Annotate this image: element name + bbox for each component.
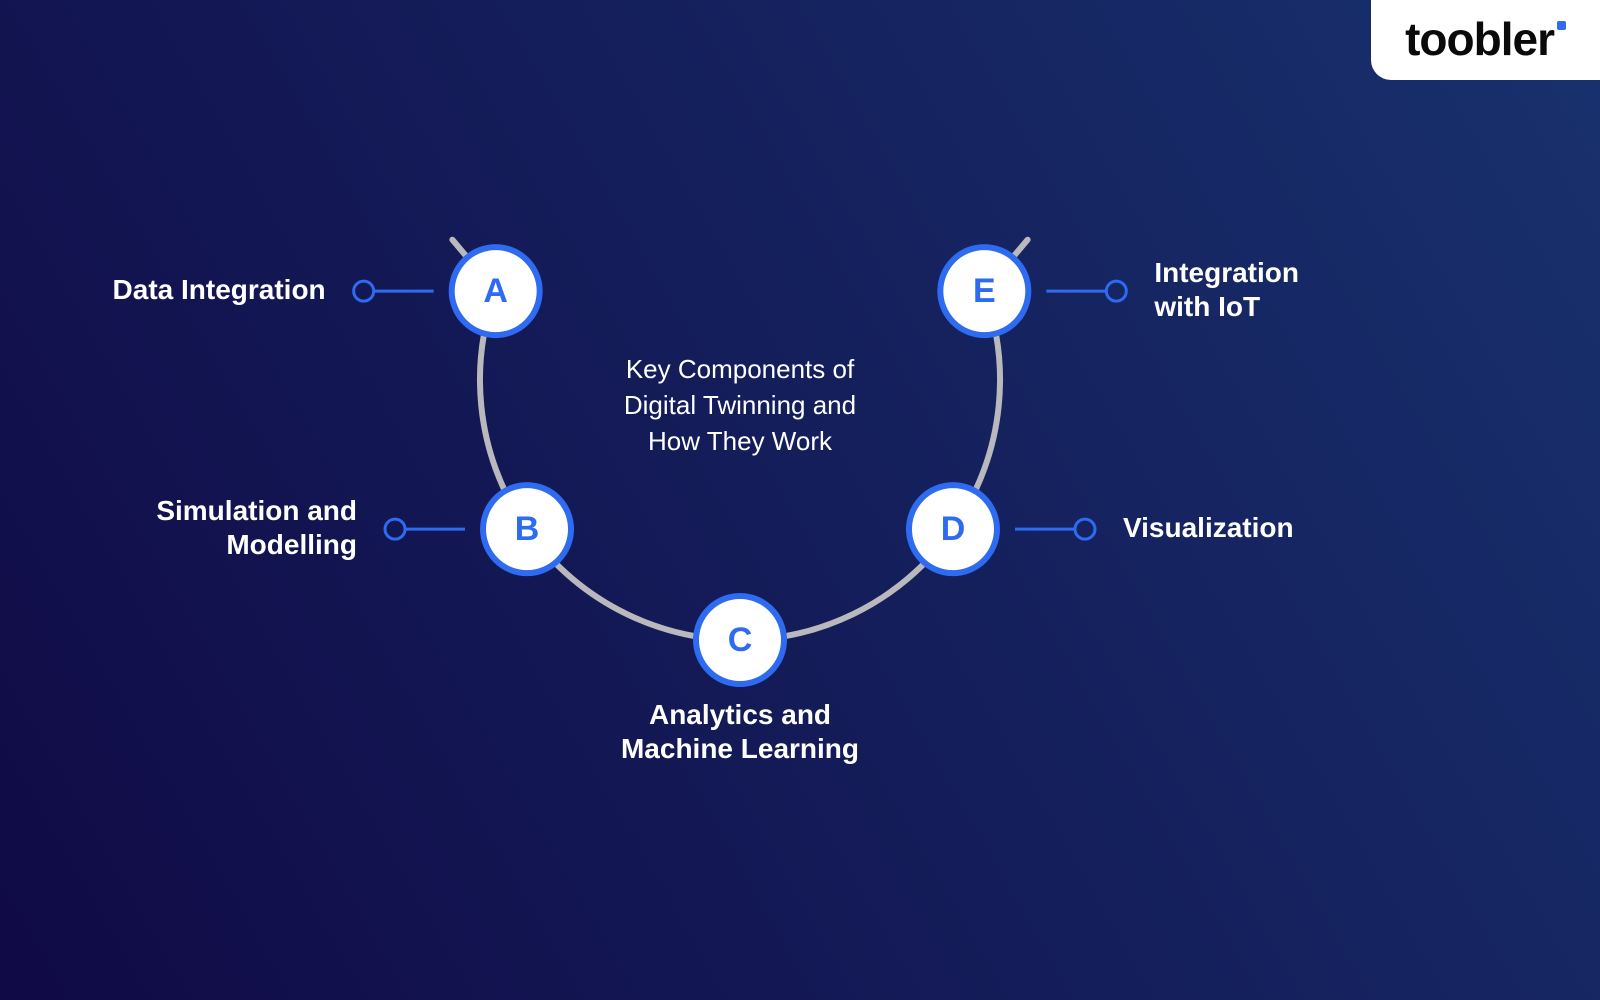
- brand-logo-accent: [1557, 21, 1566, 30]
- node-b-letter: B: [515, 510, 540, 548]
- brand-logo-text: toobler: [1405, 12, 1554, 66]
- diagram-svg: Key Components of Digital Twinning and How…: [0, 0, 1600, 1000]
- node-a-letter: A: [483, 272, 508, 310]
- label-e: Integration: [1154, 257, 1299, 288]
- label-c: Machine Learning: [621, 733, 859, 764]
- connector-ring-e: [1106, 281, 1126, 301]
- label-a: Data Integration: [113, 274, 326, 305]
- label-c: Analytics and: [649, 699, 831, 730]
- node-c-letter: C: [728, 621, 753, 659]
- center-title-line: How They Work: [648, 426, 833, 456]
- connector-ring-a: [354, 281, 374, 301]
- node-e-letter: E: [973, 272, 996, 310]
- center-title-line: Key Components of: [626, 354, 855, 384]
- brand-logo: toobler: [1371, 0, 1600, 80]
- center-title-line: Digital Twinning and: [624, 390, 856, 420]
- node-d-letter: D: [941, 510, 966, 548]
- label-b: Simulation and: [156, 495, 357, 526]
- connector-ring-b: [385, 519, 405, 539]
- label-b: Modelling: [226, 529, 357, 560]
- label-e: with IoT: [1153, 291, 1260, 322]
- connector-ring-d: [1075, 519, 1095, 539]
- label-d: Visualization: [1123, 512, 1294, 543]
- infographic-stage: Key Components of Digital Twinning and How…: [0, 0, 1600, 1000]
